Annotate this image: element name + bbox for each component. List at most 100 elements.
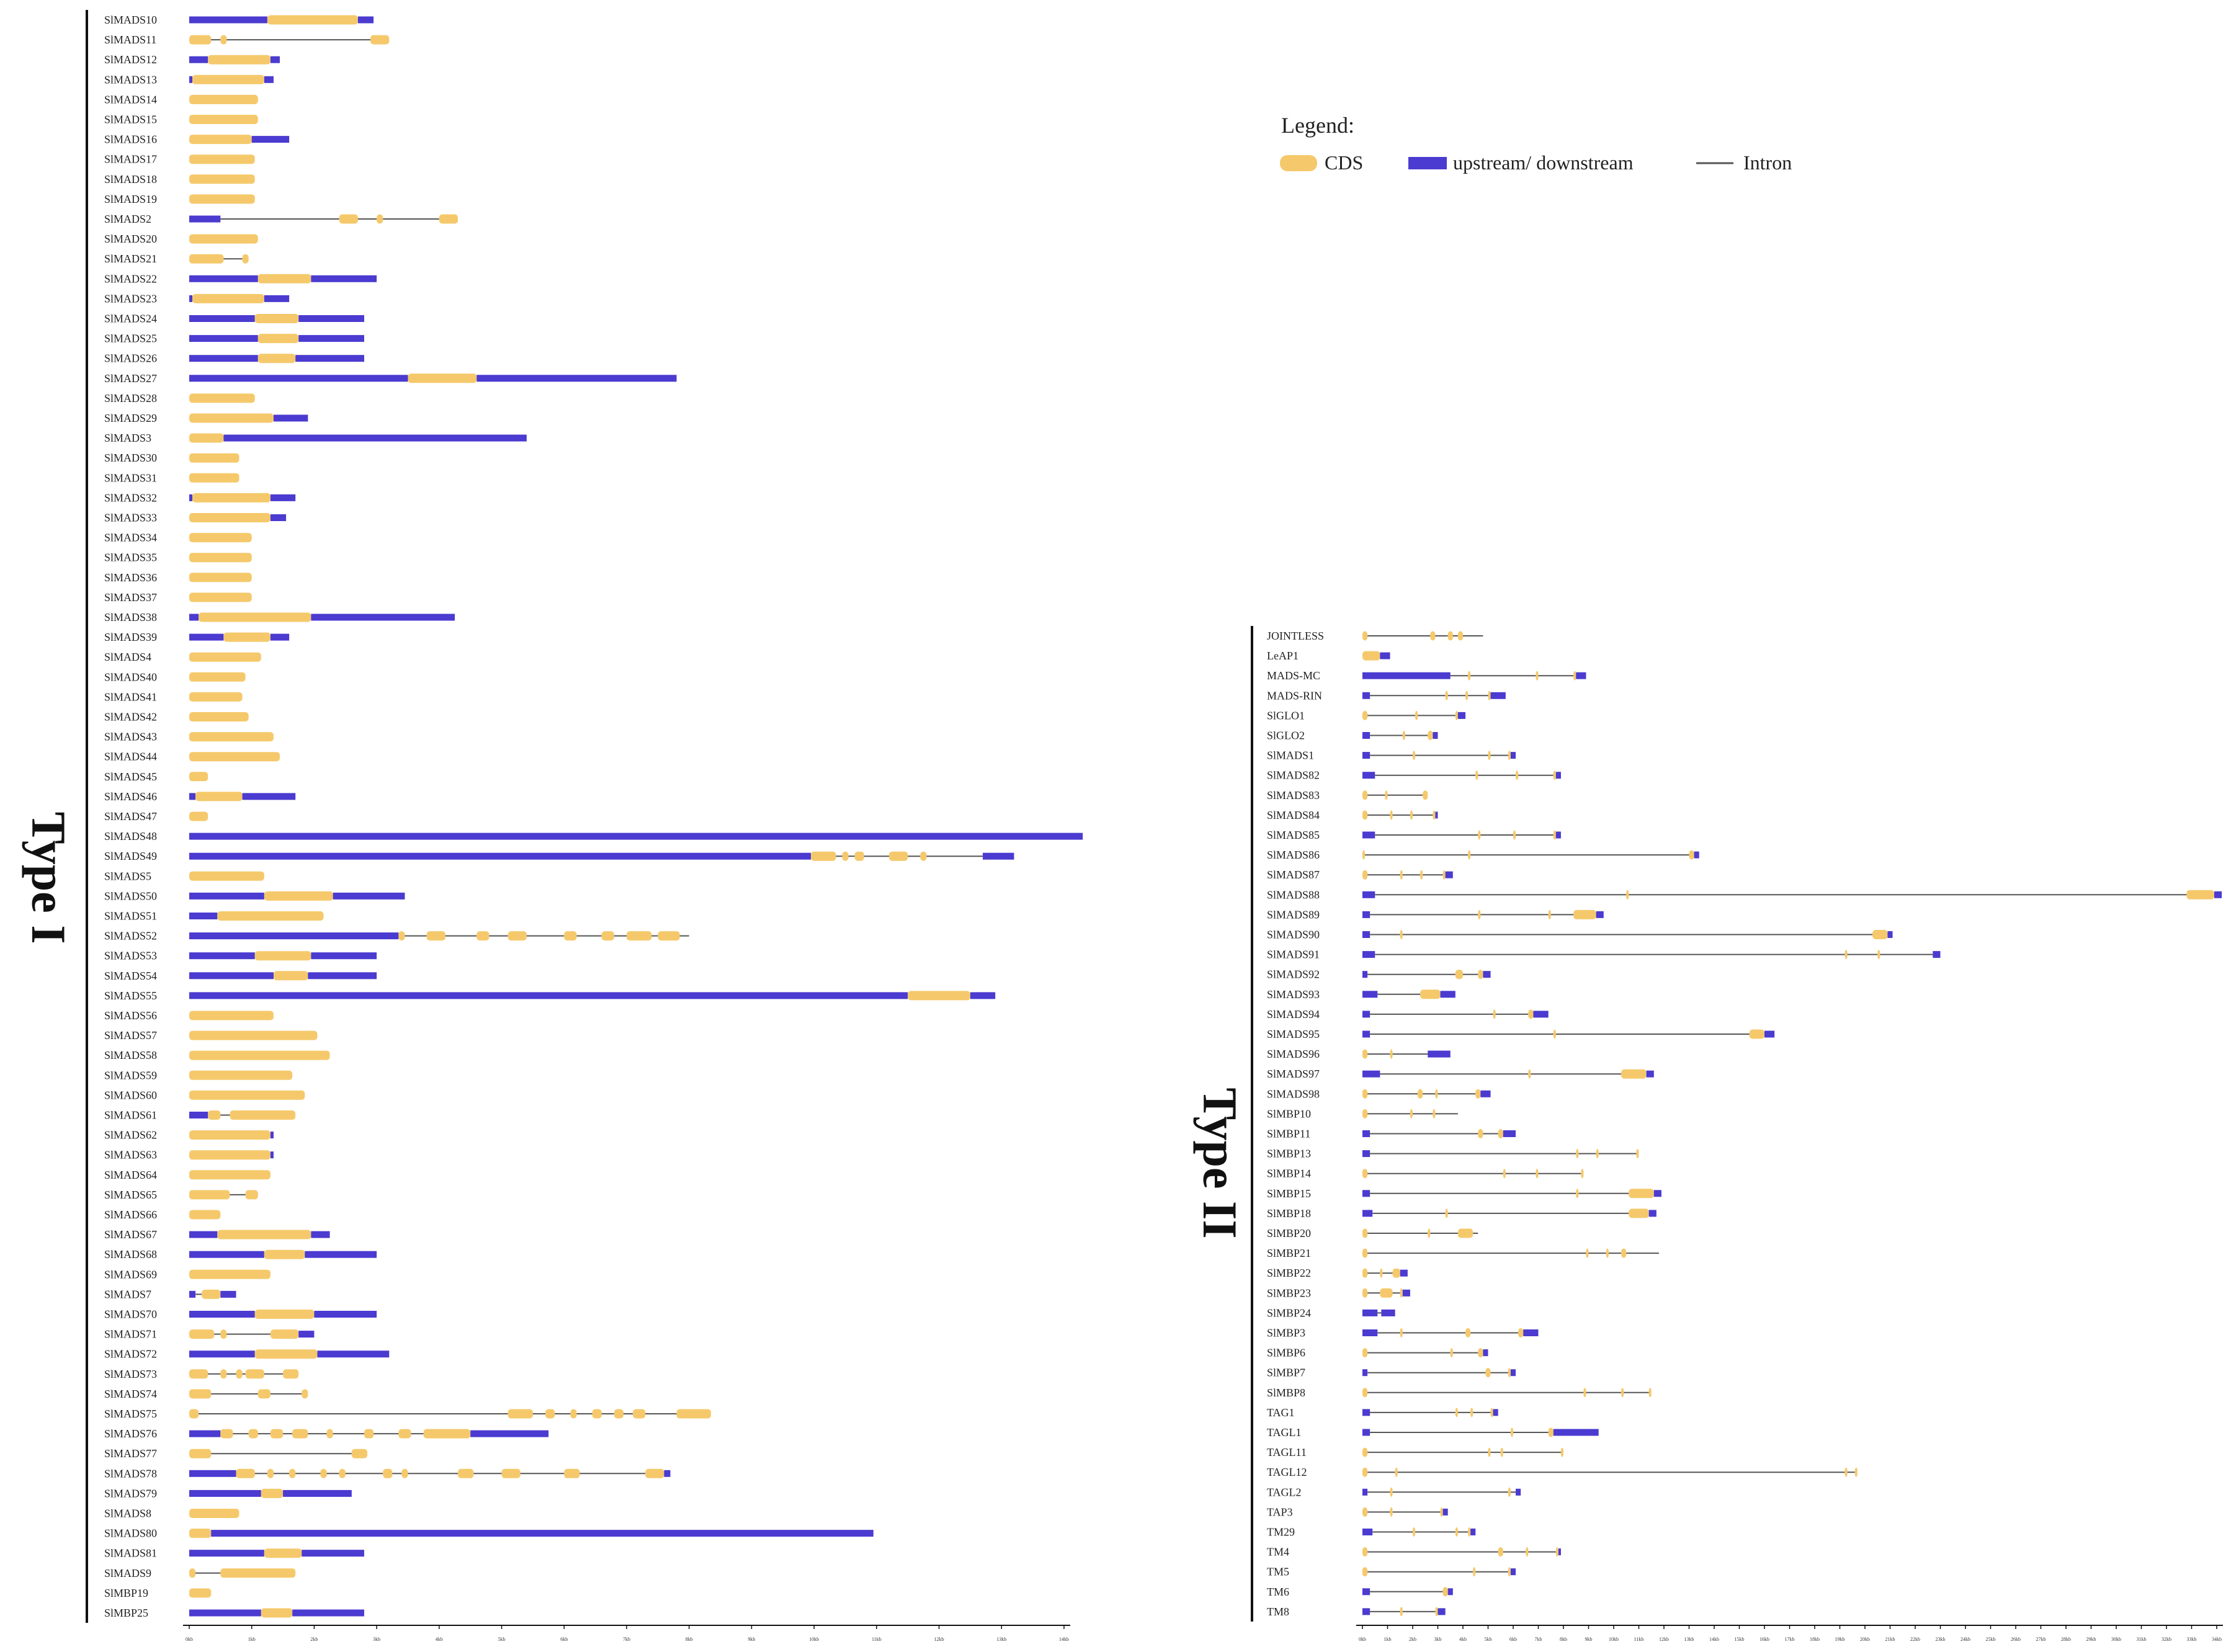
utr-segment bbox=[1362, 1011, 1370, 1018]
cds-segment bbox=[267, 15, 358, 25]
gene-label: SlMADS38 bbox=[104, 611, 157, 623]
gene-row: SlMADS23 bbox=[104, 292, 290, 305]
utr-segment bbox=[1490, 692, 1506, 699]
gene-row: SlMADS64 bbox=[104, 1169, 270, 1181]
gene-row: SlMADS97 bbox=[1267, 1068, 1654, 1080]
cds-segment bbox=[189, 1369, 208, 1379]
type2-axis: 0kb 1kb 2kb 3kb 4kb 5kb 6kb 7kb 8kb 9kb 10kb 11kb 12… bbox=[1356, 1625, 2223, 1642]
cds-segment bbox=[1362, 1388, 1368, 1398]
gene-row: SlMADS45 bbox=[104, 770, 208, 783]
utr-segment bbox=[189, 1351, 255, 1358]
gene-row: SlMADS3 bbox=[104, 432, 527, 444]
utr-segment bbox=[1362, 732, 1370, 739]
cds-segment bbox=[1420, 989, 1441, 999]
utr-segment bbox=[1362, 1329, 1378, 1336]
gene-row: SlMADS37 bbox=[104, 591, 252, 604]
gene-label: SlMBP3 bbox=[1267, 1327, 1305, 1339]
cds-segment bbox=[1636, 1149, 1639, 1159]
type1-panel: SlMADS10 SlMADS11 SlMADS12 SlMADS13 SlMADS14… bbox=[86, 10, 1083, 1642]
gene-label: SlMADS54 bbox=[104, 970, 157, 982]
axis-tick-label: 0kb bbox=[186, 1636, 193, 1642]
gene-row: SlMADS4 bbox=[104, 651, 261, 663]
gene-label: SlMADS58 bbox=[104, 1049, 157, 1061]
gene-row: SlMADS46 bbox=[104, 790, 296, 803]
utr-segment bbox=[1362, 931, 1370, 938]
gene-row: SlMADS92 bbox=[1267, 968, 1491, 981]
cds-segment bbox=[1435, 1089, 1438, 1099]
gene-row: SlMADS67 bbox=[104, 1228, 330, 1241]
cds-segment bbox=[1500, 1447, 1503, 1457]
gene-label: SlMADS65 bbox=[104, 1189, 157, 1201]
gene-row: SlMADS2 bbox=[104, 213, 458, 225]
cds-segment bbox=[1629, 1208, 1649, 1218]
cds-segment bbox=[189, 772, 208, 782]
gene-label: SlMADS26 bbox=[104, 352, 157, 365]
utr-segment bbox=[1362, 971, 1368, 978]
utr-segment bbox=[470, 1430, 549, 1437]
cds-segment bbox=[257, 274, 311, 284]
gene-row: SlMADS88 bbox=[1267, 888, 2222, 901]
cds-segment bbox=[1478, 1348, 1483, 1358]
cds-segment bbox=[192, 74, 264, 84]
utr-segment bbox=[302, 1550, 364, 1557]
legend-cds-swatch bbox=[1280, 155, 1317, 171]
gene-label: SlMADS27 bbox=[104, 372, 157, 385]
cds-segment bbox=[1413, 1527, 1416, 1537]
gene-label: SlMADS76 bbox=[104, 1427, 157, 1440]
utr-segment bbox=[189, 1311, 255, 1318]
utr-segment bbox=[1445, 871, 1453, 878]
gene-row: SlMBP21 bbox=[1267, 1247, 1659, 1259]
cds-segment bbox=[1583, 1388, 1586, 1398]
gene-row: SlMADS86 bbox=[1267, 849, 1699, 861]
utr-segment bbox=[1433, 732, 1438, 739]
gene-row: SlMADS56 bbox=[104, 1009, 274, 1022]
cds-segment bbox=[1455, 710, 1458, 720]
cds-segment bbox=[264, 1548, 302, 1558]
axis-tick-label: 0kb bbox=[1359, 1636, 1366, 1642]
gene-label: TM5 bbox=[1267, 1566, 1289, 1578]
utr-segment bbox=[1555, 831, 1561, 839]
cds-segment bbox=[189, 433, 224, 443]
gene-label: SlMADS59 bbox=[104, 1069, 157, 1081]
utr-segment bbox=[1380, 652, 1390, 659]
utr-segment bbox=[476, 375, 677, 382]
axis-tick-label: 16kb bbox=[1759, 1636, 1769, 1642]
gene-label: SlMADS60 bbox=[104, 1089, 157, 1101]
axis-tick-label: 2kb bbox=[1409, 1636, 1416, 1642]
utr-segment bbox=[223, 434, 527, 442]
utr-segment bbox=[308, 972, 377, 980]
cds-segment bbox=[1433, 1109, 1436, 1118]
cds-segment bbox=[1478, 909, 1481, 919]
cds-segment bbox=[383, 1468, 393, 1478]
gene-label: SlGLO1 bbox=[1267, 709, 1305, 721]
axis-tick-label: 29kb bbox=[2086, 1636, 2096, 1642]
cds-segment bbox=[189, 1150, 270, 1160]
cds-segment bbox=[189, 1329, 215, 1339]
cds-segment bbox=[1516, 770, 1519, 780]
gene-label: SlMADS42 bbox=[104, 711, 157, 723]
gene-row: SlMADS25 bbox=[104, 333, 364, 345]
cds-segment bbox=[1465, 690, 1469, 700]
cds-segment bbox=[401, 1468, 408, 1478]
gene-row: SlMBP22 bbox=[1267, 1267, 1408, 1279]
gene-row: SlMBP19 bbox=[104, 1587, 212, 1599]
gene-label: SlMADS80 bbox=[104, 1527, 157, 1540]
axis-tick-label: 25kb bbox=[1986, 1636, 1996, 1642]
utr-segment bbox=[1428, 1050, 1451, 1058]
gene-row: SlMADS26 bbox=[104, 352, 364, 365]
axis-tick-label: 10kb bbox=[1609, 1636, 1619, 1642]
cds-segment bbox=[1629, 1189, 1654, 1199]
gene-label: SlMADS19 bbox=[104, 193, 157, 205]
cds-segment bbox=[1573, 909, 1596, 919]
gene-row: SlMBP3 bbox=[1267, 1327, 1539, 1339]
gene-row: SlMBP8 bbox=[1267, 1386, 1652, 1399]
gene-row: SlMADS27 bbox=[104, 372, 677, 385]
gene-label: SlMADS10 bbox=[104, 14, 157, 26]
cds-segment bbox=[1362, 1089, 1368, 1099]
cds-segment bbox=[1488, 751, 1491, 761]
cds-segment bbox=[1362, 1567, 1368, 1577]
axis-tick-label: 8kb bbox=[1560, 1636, 1567, 1642]
cds-segment bbox=[189, 1011, 274, 1020]
cds-segment bbox=[257, 1389, 270, 1399]
